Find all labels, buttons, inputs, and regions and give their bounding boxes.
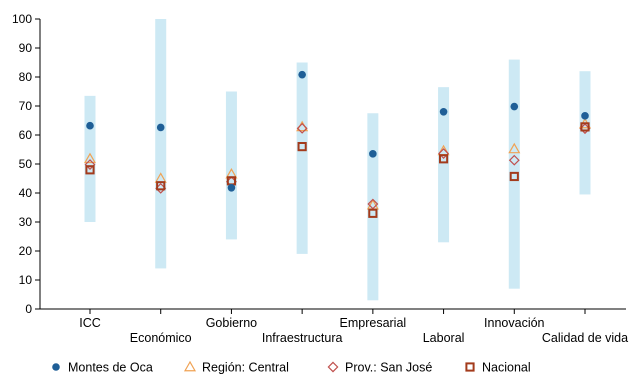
- y-tick-label: 80: [19, 70, 33, 84]
- range-bar-6: [508, 59, 520, 289]
- point-diamond-6: [508, 154, 520, 166]
- y-tick-label: 0: [25, 302, 32, 316]
- range-bar-3: [296, 62, 308, 254]
- x-tick-label: ICC: [79, 316, 101, 330]
- legend-marker-square: [465, 362, 475, 372]
- point-circle-6: [510, 102, 519, 111]
- x-tick-label: Innovación: [484, 316, 545, 330]
- point-circle-2: [227, 183, 236, 192]
- point-circle-0: [86, 121, 94, 130]
- point-square-5: [438, 154, 449, 164]
- point-circle-5: [439, 108, 448, 116]
- y-tick-label: 40: [19, 186, 33, 200]
- legend-label: Región: Central: [202, 361, 289, 375]
- point-circle-7: [581, 112, 589, 120]
- legend-marker-circle: [52, 363, 60, 371]
- data-points: [83, 70, 592, 218]
- point-triangle-6: [508, 142, 521, 154]
- point-diamond-5: [438, 148, 450, 160]
- y-tick-label: 90: [19, 41, 33, 55]
- y-tick-label: 20: [19, 244, 33, 258]
- point-square-6: [509, 171, 519, 182]
- x-tick-label: Infraestructura: [262, 331, 343, 345]
- y-tick-label: 100: [12, 12, 32, 26]
- y-tick-label: 70: [19, 99, 33, 113]
- point-square-7: [580, 122, 590, 132]
- range-bar-0: [84, 95, 96, 222]
- x-tick-label: Calidad de vida: [542, 331, 628, 345]
- point-diamond-4: [367, 198, 379, 210]
- point-triangle-0: [83, 152, 97, 164]
- point-square-1: [156, 181, 166, 191]
- x-tick-label: Laboral: [423, 331, 465, 345]
- point-square-0: [85, 165, 95, 175]
- range-bar-4: [367, 113, 379, 301]
- point-circle-4: [369, 150, 377, 158]
- y-tick-label: 30: [19, 215, 33, 229]
- range-bar-5: [438, 87, 450, 243]
- point-square-4: [368, 208, 378, 218]
- point-circle-3: [298, 70, 306, 79]
- y-tick-label: 10: [19, 273, 33, 287]
- x-tick-label: Empresarial: [340, 316, 407, 330]
- legend-marker-diamond: [327, 361, 339, 373]
- y-tick-label: 50: [19, 157, 33, 171]
- y-tick-label: 60: [19, 128, 33, 142]
- point-diamond-3: [296, 122, 308, 134]
- axes: 0 10 20 30 40 50 60 70 80 90 100 ICC Económico Gobier…: [12, 12, 628, 345]
- range-bars: [84, 19, 591, 301]
- legend-label: Montes de Oca: [68, 361, 153, 375]
- x-tick-label: Económico: [130, 331, 192, 345]
- point-diamond-0: [84, 159, 96, 171]
- point-square-3: [297, 142, 307, 152]
- legend: Montes de Oca Región: Central Prov.: San J…: [52, 360, 531, 375]
- legend-label: Prov.: San José: [345, 361, 432, 375]
- range-bar-2: [225, 91, 237, 240]
- x-tick-label: Gobierno: [206, 316, 257, 330]
- legend-label: Nacional: [482, 361, 531, 375]
- range-bar-1: [155, 19, 167, 269]
- legend-marker-triangle: [183, 360, 197, 372]
- point-circle-1: [156, 123, 165, 132]
